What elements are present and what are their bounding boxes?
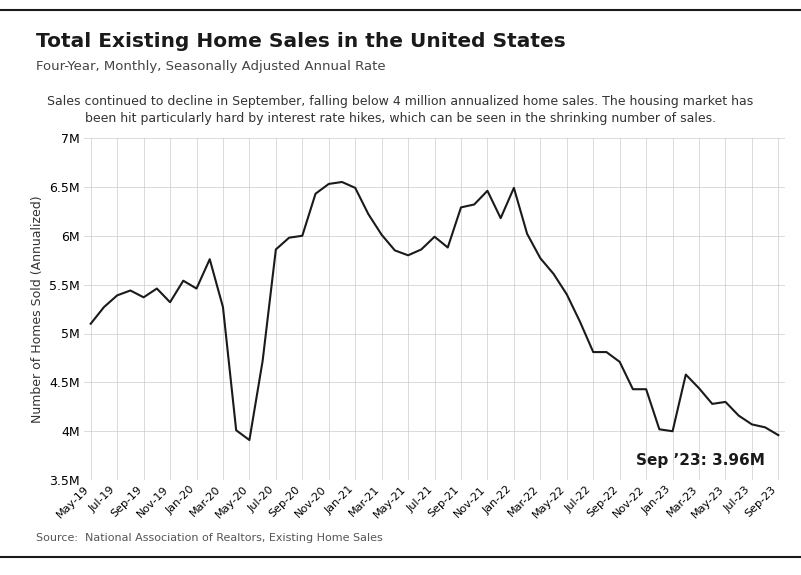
Text: Four-Year, Monthly, Seasonally Adjusted Annual Rate: Four-Year, Monthly, Seasonally Adjusted …	[36, 60, 385, 74]
Text: Sales continued to decline in September, falling below 4 million annualized home: Sales continued to decline in September,…	[47, 95, 754, 108]
Text: been hit particularly hard by interest rate hikes, which can be seen in the shri: been hit particularly hard by interest r…	[85, 112, 716, 125]
Text: Source:  National Association of Realtors, Existing Home Sales: Source: National Association of Realtors…	[36, 534, 383, 543]
Y-axis label: Number of Homes Sold (Annualized): Number of Homes Sold (Annualized)	[30, 196, 43, 423]
Text: Total Existing Home Sales in the United States: Total Existing Home Sales in the United …	[36, 32, 566, 51]
Text: Sep ’23: 3.96M: Sep ’23: 3.96M	[636, 454, 765, 469]
